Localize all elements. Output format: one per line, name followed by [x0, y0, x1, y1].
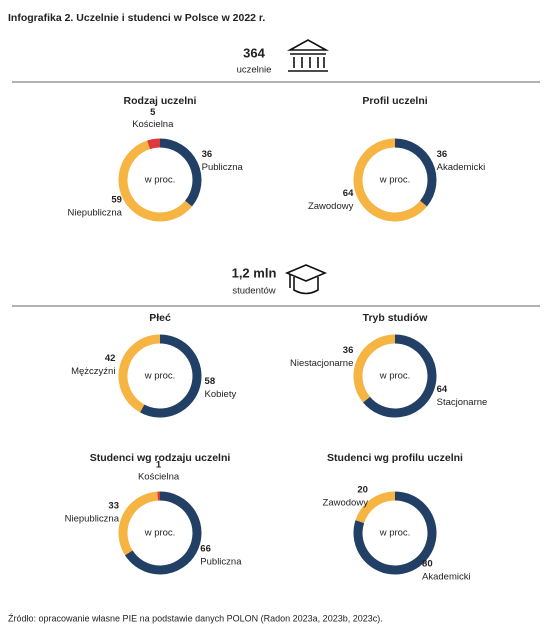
- donut-segment: [124, 491, 202, 575]
- value-label: 66: [200, 544, 211, 555]
- donut-segment: [355, 491, 396, 524]
- donut-segment: [159, 138, 202, 207]
- category-label: Kościelna: [138, 472, 180, 483]
- donut-segment: [140, 334, 202, 418]
- source: Źródło: opracowanie własne PIE na podsta…: [8, 613, 383, 623]
- chart-title: Płeć: [149, 312, 171, 324]
- value-label: 20: [357, 484, 368, 495]
- chart-title: Rodzaj uczelni: [124, 95, 197, 107]
- value-label: 5: [150, 107, 156, 118]
- donut-segment: [118, 491, 159, 556]
- category-label: Niepubliczna: [65, 514, 120, 525]
- value-label: 36: [437, 149, 448, 160]
- category-label: Zawodowy: [308, 201, 354, 212]
- donut-segment: [353, 138, 427, 222]
- center-label: w proc.: [379, 371, 411, 382]
- value-label: 64: [437, 384, 448, 395]
- value-label: 64: [343, 188, 354, 199]
- category-label: Stacjonarne: [437, 397, 488, 408]
- value-label: 80: [422, 559, 433, 570]
- category-label: Akademicki: [422, 572, 471, 583]
- building-icon: [286, 39, 330, 72]
- chart-title: Profil uczelni: [362, 95, 427, 107]
- value-label: 58: [205, 376, 216, 387]
- center-label: w proc.: [144, 371, 176, 382]
- category-label: Kobiety: [205, 389, 237, 400]
- category-label: Akademicki: [437, 162, 486, 173]
- category-label: Niestacjonarne: [290, 358, 353, 369]
- center-label: w proc.: [379, 175, 411, 186]
- chart-title: Tryb studiów: [363, 312, 429, 324]
- donut-segment: [363, 334, 437, 418]
- stat-label: uczelnie: [237, 65, 272, 76]
- category-label: Zawodowy: [323, 497, 369, 508]
- value-label: 33: [108, 501, 119, 512]
- donut-segment: [147, 138, 161, 150]
- value-label: 1: [156, 460, 162, 471]
- category-label: Publiczna: [200, 557, 242, 568]
- chart-title: Studenci wg profilu uczelni: [327, 452, 463, 464]
- category-label: Mężczyźni: [71, 366, 115, 377]
- center-label: w proc.: [379, 528, 411, 539]
- center-label: w proc.: [144, 175, 176, 186]
- category-label: Niepubliczna: [68, 207, 123, 218]
- center-label: w proc.: [144, 528, 176, 539]
- donut-segment: [118, 334, 161, 413]
- donut-segment: [353, 334, 396, 403]
- stat-label: studentów: [232, 286, 275, 297]
- value-label: 36: [202, 149, 213, 160]
- donut-segment: [394, 138, 437, 207]
- graduation-icon: [284, 264, 328, 295]
- title: Infografika 2. Uczelnie i studenci w Pol…: [8, 12, 265, 24]
- value-label: 59: [111, 194, 122, 205]
- stat-value: 1,2 mln: [232, 265, 277, 280]
- category-label: Publiczna: [202, 162, 244, 173]
- chart-title: Studenci wg rodzaju uczelni: [90, 452, 231, 464]
- value-label: 42: [105, 353, 116, 364]
- value-label: 36: [343, 345, 354, 356]
- donut-segment: [118, 140, 192, 222]
- category-label: Kościelna: [132, 119, 174, 130]
- stat-value: 364: [243, 45, 265, 60]
- donut-segment: [353, 491, 437, 575]
